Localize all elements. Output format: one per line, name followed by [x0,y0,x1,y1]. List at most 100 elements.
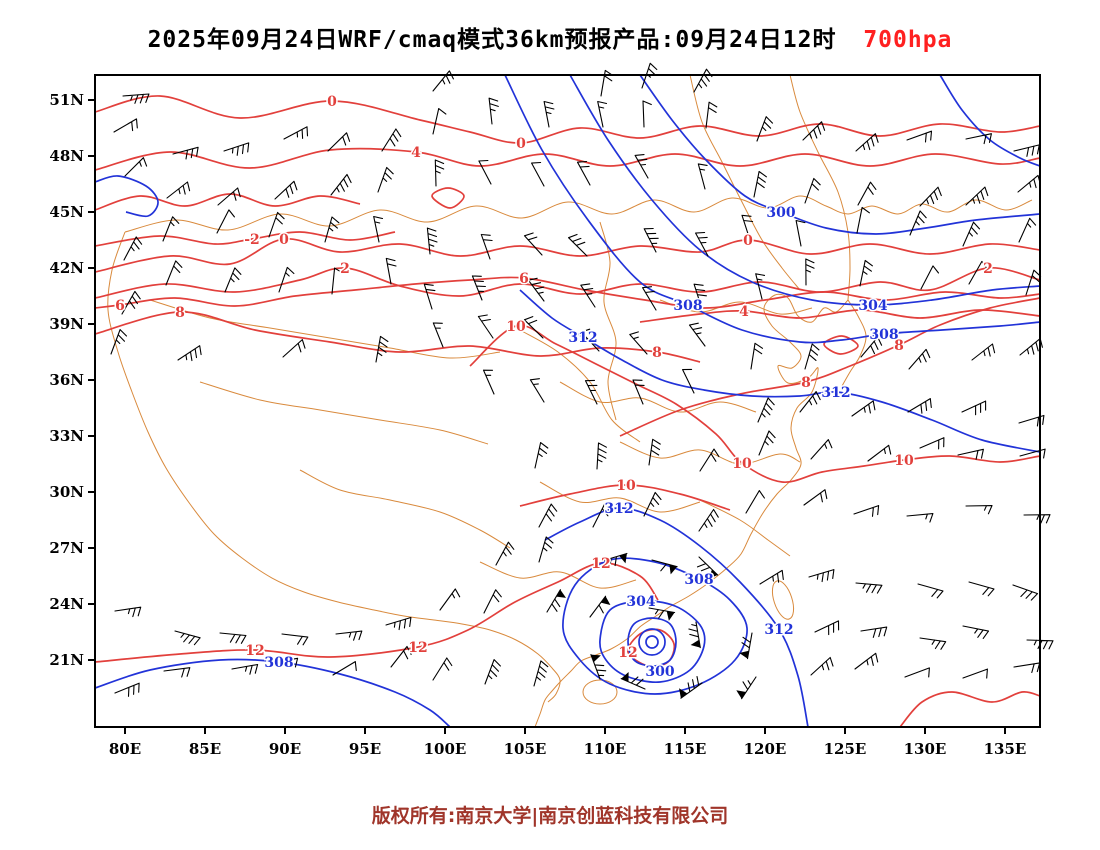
wind-barb [538,503,558,528]
wind-barb-pennant [556,589,566,598]
wind-barb [920,265,940,290]
wind-barb [648,607,676,619]
wind-barb [810,439,833,460]
wind-barb [324,216,340,243]
wind-barb [274,180,298,200]
wind-barb [568,233,588,257]
wind-barb [114,606,142,618]
contour-label: 308 [264,655,293,671]
wind-barb-pennant [669,564,678,575]
wind-barb [753,170,767,198]
wind-barb [165,260,183,286]
wind-barb [268,211,285,238]
wind-barb [484,659,501,685]
contour-label: 12 [408,640,427,656]
wind-barb [580,328,600,352]
wind-barb [471,275,486,301]
wind-barb [857,181,877,206]
wind-barb [697,163,708,190]
typhoon-ring [645,635,659,649]
y-tick-label: 45N [49,203,84,221]
geography-line [479,561,637,589]
wind-barb [695,231,709,257]
wind-barb [533,660,549,687]
wind-barb [696,556,719,576]
geography-line [659,299,813,315]
wind-barb [216,209,235,234]
x-tick-label: 115E [664,740,707,758]
y-tick-label: 51N [49,91,84,109]
wind-barb [162,216,180,242]
geography-line [124,195,1033,233]
wind-barb [523,232,543,256]
contour-label: 2 [983,261,993,277]
wind-barb [808,569,835,583]
wind-barb [854,652,879,670]
wind-barb [853,505,880,517]
wind-barb [860,336,883,358]
contour-label: 6 [115,298,125,314]
wind-barb [1012,584,1039,601]
wind-barb [477,314,494,339]
hgt-contour [94,658,451,728]
wind-barb [961,400,987,416]
wind-barb [968,581,995,597]
wind-barb [634,154,649,179]
wind-barb [803,489,828,506]
wind-barb [546,589,561,613]
wind-barb [538,536,554,563]
wind-barb [390,645,412,668]
wind-barb [699,448,720,472]
geography-line [841,299,867,387]
hainan-island [582,679,618,705]
wind-barb [851,400,876,417]
wind-barb [1013,144,1040,157]
wind-barb [962,625,990,639]
wind-barb [805,258,815,286]
wind-barb [642,100,652,128]
wind-barb [962,668,988,679]
wind-barb [908,348,931,370]
temp-contour [94,562,659,663]
hgt-contour [599,599,706,684]
wind-barb [745,490,765,514]
wind-barb [523,316,544,339]
wind-barb [629,331,648,355]
x-tick-label: 80E [109,740,141,758]
wind-barb [432,657,453,681]
contour-label: 308 [869,327,898,343]
wind-barb [377,166,394,193]
x-tick-label: 125E [824,740,867,758]
wind-barb [224,267,242,293]
contour-label: 0 [327,94,337,110]
wind-barb [596,442,607,470]
wind-barb [278,266,295,293]
wind-barb [335,630,363,641]
contour-label: 10 [616,478,636,494]
contour-label: 12 [591,556,610,572]
wind-barb [478,159,492,185]
wind-barb [385,616,412,631]
wind-barb [957,448,984,460]
contour-label: -2 [244,232,260,248]
wind-barb [648,438,661,466]
wind-barb [682,368,695,394]
contour-label: 304 [858,298,887,314]
typhoon-ring [638,628,666,656]
y-tick-label: 39N [49,315,84,333]
temp-contour [519,484,731,511]
temp-contour [899,691,1041,728]
wind-barb [271,657,299,668]
hgt-contour [94,175,159,218]
wind-barb [589,595,607,618]
contour-label: 300 [645,664,674,680]
temp-contour [94,267,1041,299]
wind-barb [632,379,645,405]
wind-barb [741,214,754,241]
wind-barb-pennant [600,596,611,605]
wind-barb [810,656,834,676]
y-tick-label: 21N [49,651,84,669]
temp-contour [823,335,859,355]
x-tick-label: 105E [504,740,547,758]
wind-barb [693,283,707,310]
